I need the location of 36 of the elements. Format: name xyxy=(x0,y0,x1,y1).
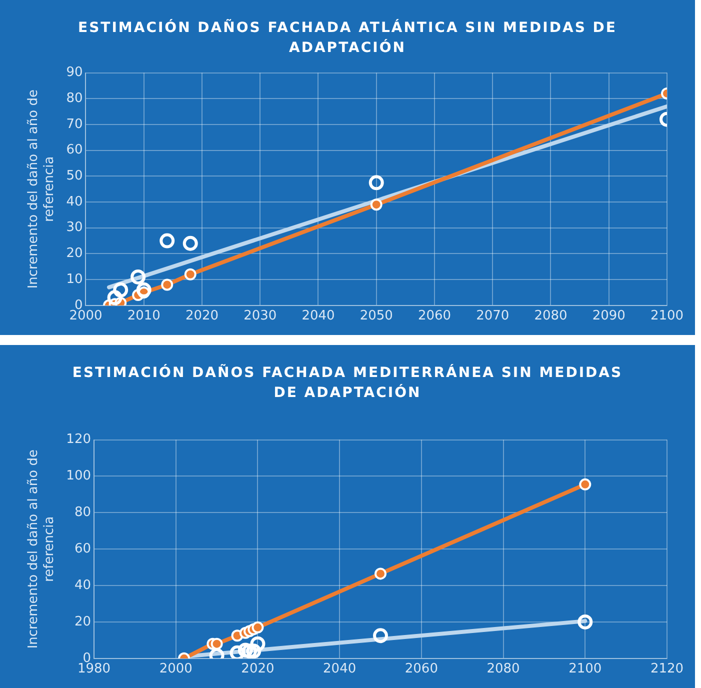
x-tick-label: 2080 xyxy=(534,308,568,324)
x-tick-label: 2080 xyxy=(486,662,520,677)
y-tick-label: 30 xyxy=(66,220,83,236)
y-axis-title: Incremento del daño al año de referencia xyxy=(26,90,57,289)
y-tick-label: 90 xyxy=(66,65,83,80)
y-tick-label: 50 xyxy=(66,168,83,184)
x-tick-label: 2030 xyxy=(244,308,277,324)
x-tick-label: 2040 xyxy=(302,308,335,324)
x-tick-label: 2010 xyxy=(127,308,160,324)
y-tick-label: 40 xyxy=(74,578,92,593)
y-tick-label: 60 xyxy=(74,541,92,556)
y-tick-label: 80 xyxy=(74,505,92,520)
x-tick-label: 2120 xyxy=(650,662,684,677)
x-tick-label: 2040 xyxy=(323,662,356,677)
x-tick-label: 2090 xyxy=(592,308,626,324)
y-tick-label: 10 xyxy=(66,272,83,287)
y-tick-label: 20 xyxy=(66,246,83,262)
y-tick-label: 120 xyxy=(66,432,92,448)
y-tick-label: 70 xyxy=(66,116,83,132)
x-tick-label: 2060 xyxy=(404,662,438,677)
x-tick-label: 2020 xyxy=(185,308,219,324)
y-tick-label: 100 xyxy=(66,468,92,484)
x-tick-label: 2060 xyxy=(418,308,452,324)
y-axis-title: Incremento del daño al año de referencia xyxy=(26,450,57,649)
chart-title: ESTIMACIÓN DAÑOS FACHADA ATLÁNTICA SIN MEDIDAS DE ADAPTACIÓN xyxy=(77,18,618,58)
x-tick-label: 2100 xyxy=(650,308,684,324)
y-tick-label: 60 xyxy=(66,142,83,158)
x-tick-label: 2000 xyxy=(159,662,192,677)
x-tick-label: 2020 xyxy=(241,662,274,677)
y-tick-label: 40 xyxy=(66,194,83,210)
x-tick-label: 2100 xyxy=(568,662,602,677)
x-tick-label: 2050 xyxy=(360,308,393,324)
y-tick-label: 80 xyxy=(66,91,83,106)
chart-title: ESTIMACIÓN DAÑOS FACHADA MEDITERRÁNEA SIN MEDIDAS DE ADAPTACIÓN xyxy=(71,363,624,403)
x-tick-label: 2070 xyxy=(476,308,510,324)
y-tick-label: 20 xyxy=(74,614,92,630)
